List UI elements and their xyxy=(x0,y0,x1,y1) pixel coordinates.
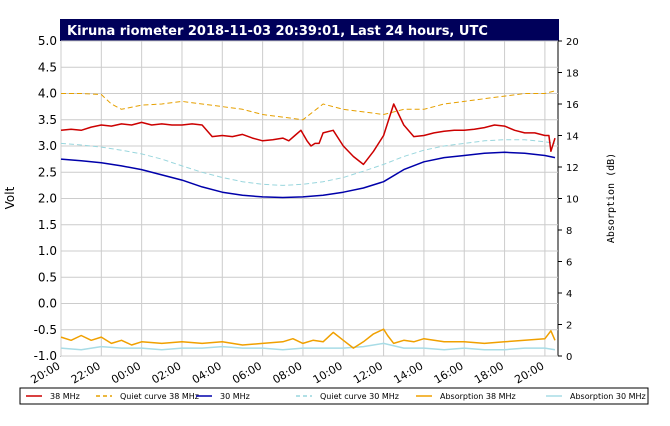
legend-label-30-mhz: 30 MHz xyxy=(220,392,250,401)
y2-axis-ticks: 0 2 4 6 8 10 12 14 16 18 20 xyxy=(558,37,579,363)
legend-label-quiet-curve-38-mhz: Quiet curve 38 MHz xyxy=(120,392,199,401)
y-tick-label: 1.0 xyxy=(38,244,57,258)
legend-label-38-mhz: 38 MHz xyxy=(50,392,80,401)
grid xyxy=(60,40,558,357)
y-tick-label: 4.5 xyxy=(38,60,57,74)
y-tick-label: 5.0 xyxy=(38,34,57,48)
y-tick-label: 1.5 xyxy=(38,218,57,232)
legend-label-quiet-curve-30-mhz: Quiet curve 30 MHz xyxy=(320,392,399,401)
series-line-absorption-30-mhz xyxy=(60,342,556,351)
series-line-absorption-38-mhz xyxy=(60,328,556,349)
series-line-quiet-curve-30-mhz xyxy=(60,139,556,186)
y2-axis-label: Absorption (dB) xyxy=(606,153,617,243)
y2-tick-label: 12 xyxy=(566,163,579,174)
y2-tick-label: 20 xyxy=(566,37,579,48)
y2-tick-label: 18 xyxy=(566,69,579,80)
y2-tick-label: 4 xyxy=(566,289,572,300)
y-tick-label: 2.0 xyxy=(38,192,57,206)
y2-tick-label: 0 xyxy=(566,352,572,363)
y2-tick-label: 16 xyxy=(566,100,579,111)
y2-tick-label: 14 xyxy=(566,132,579,143)
series-line-quiet-curve-38-mhz xyxy=(61,90,556,121)
y-tick-label: -1.0 xyxy=(34,349,57,363)
y-tick-label: 0.5 xyxy=(38,270,57,284)
legend-label-absorption-30-mhz: Absorption 30 MHz xyxy=(570,392,646,401)
y-tick-label: 3.0 xyxy=(38,139,57,153)
legend: 38 MHz Quiet curve 38 MHz 30 MHz Quiet curv… xyxy=(26,392,646,401)
chart-title: Kiruna riometer 2018-11-03 20:39:01, Las… xyxy=(67,24,488,39)
y2-tick-label: 8 xyxy=(566,226,572,237)
y-tick-label: 0.0 xyxy=(38,297,57,311)
series-lines xyxy=(60,90,556,351)
y2-tick-label: 6 xyxy=(566,258,572,269)
legend-box xyxy=(19,387,649,405)
y2-tick-label: 10 xyxy=(566,195,579,206)
legend-label-absorption-38-mhz: Absorption 38 MHz xyxy=(440,392,516,401)
y-tick-label: 2.5 xyxy=(38,165,57,179)
y-axis-label: Volt xyxy=(3,186,17,209)
y-tick-label: 4.0 xyxy=(38,87,57,101)
y-axis-ticks: -1.0 -0.5 0.0 0.5 1.0 1.5 2.0 2.5 3.0 3.5 4.0 4.5 5.… xyxy=(34,34,57,363)
y-tick-label: -0.5 xyxy=(34,323,57,337)
y-tick-label: 3.5 xyxy=(38,113,57,127)
y2-tick-label: 2 xyxy=(566,321,572,332)
title-bar xyxy=(60,19,559,41)
series-line-38-mhz xyxy=(60,103,556,166)
series-line-30-mhz xyxy=(60,151,556,199)
